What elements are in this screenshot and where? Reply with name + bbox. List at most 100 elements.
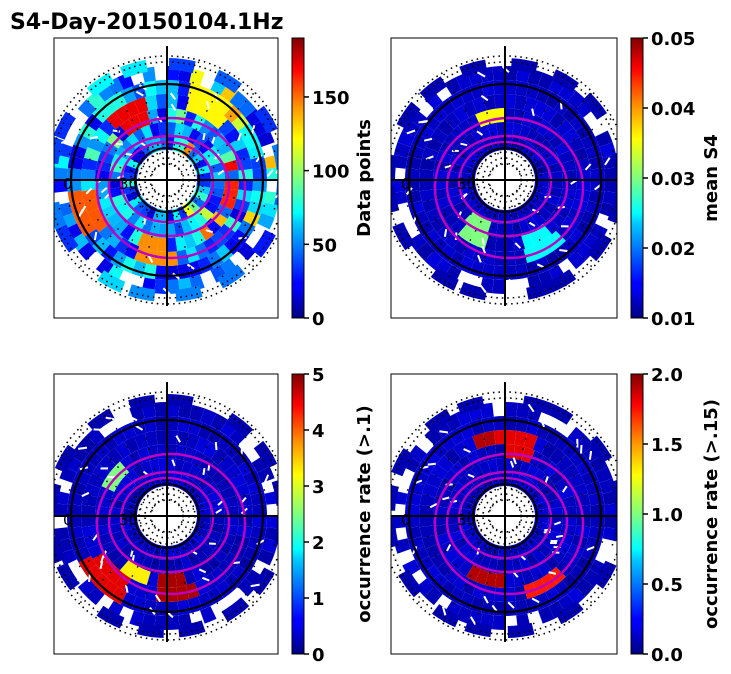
heat-cell [536, 119, 553, 137]
heat-cell [446, 516, 462, 526]
heat-cell-outer [612, 515, 617, 541]
dotted-spoke [412, 87, 495, 170]
heat-cell [595, 466, 613, 483]
heat-cell [108, 506, 124, 516]
heat-cell-outer [611, 152, 617, 179]
heat-cell-outer [54, 444, 78, 473]
heat-cell [548, 170, 564, 180]
heat-cell [180, 555, 194, 572]
heat-cell [430, 573, 448, 591]
heat-cell [541, 441, 558, 459]
heat-cell [424, 250, 443, 270]
heat-cell-outer [507, 622, 535, 638]
dotted-spoke [54, 523, 154, 582]
heat-cell [98, 119, 117, 137]
colorbar-tick-label: 0.02 [651, 239, 695, 260]
heat-cell [461, 516, 476, 524]
heat-cell-outer [391, 154, 398, 181]
heat-cell [466, 114, 481, 132]
heat-cell [424, 586, 443, 606]
data-gap [423, 137, 433, 142]
data-gap [148, 255, 154, 263]
dotted-spoke [520, 149, 617, 177]
heat-cell [462, 436, 478, 454]
data-gap [266, 169, 274, 178]
heat-cell [128, 114, 143, 132]
heat-cell [266, 167, 278, 180]
heat-cell-outer [86, 72, 115, 98]
data-gap [479, 284, 487, 294]
dotted-spoke [508, 195, 540, 306]
heat-cell [438, 244, 457, 263]
data-gap [586, 545, 595, 551]
heat-cell [120, 475, 136, 491]
heat-cell [98, 455, 117, 473]
heat-cell [189, 68, 205, 86]
data-gap [444, 164, 452, 169]
heat-cell [224, 573, 242, 591]
heat-cell [461, 508, 476, 516]
heat-cell [540, 481, 557, 496]
heat-cell [112, 125, 129, 142]
data-gap [205, 229, 213, 234]
heat-cell [144, 430, 158, 447]
heat-cell [54, 167, 68, 180]
heat-cell [497, 472, 505, 487]
heat-cell [536, 205, 552, 221]
heat-cell [144, 249, 158, 266]
heat-cell [176, 94, 190, 111]
heat-cell [83, 198, 101, 213]
heat-cell [210, 211, 228, 228]
heat-cell [149, 122, 161, 139]
ring-label: 0 [63, 175, 73, 193]
heat-cell [530, 469, 546, 485]
heat-cell-outer [419, 76, 447, 102]
heat-cell [224, 463, 242, 480]
heat-cell [422, 564, 441, 583]
heat-cell [219, 150, 237, 164]
heat-cell [238, 168, 254, 180]
heat-cell [553, 540, 571, 555]
heat-cell [257, 466, 275, 483]
data-gap [217, 169, 225, 176]
heat-cell [252, 516, 268, 529]
contour-line [107, 134, 231, 238]
heat-cell [530, 211, 546, 227]
heat-cell [457, 119, 474, 137]
data-gap [251, 125, 256, 134]
heat-cell [567, 586, 586, 606]
heat-cell [167, 559, 177, 575]
heat-cell [576, 504, 592, 516]
heat-cell [452, 237, 469, 255]
data-gap [476, 71, 486, 78]
heat-cell-outer [96, 605, 125, 629]
heat-cell [173, 458, 185, 475]
heat-cell [100, 244, 119, 263]
heat-cell [180, 219, 194, 236]
colorbar-tick-label: 0.05 [651, 29, 695, 50]
panel-4: 0 30 0.0 0.5 1.0 1.5 2.0 occurrence rate (>.15) [390, 365, 722, 666]
heat-cell [119, 455, 136, 473]
dotted-spoke [515, 190, 598, 273]
heat-cell [134, 582, 149, 600]
dotted-spoke [512, 67, 571, 167]
heat-cell [196, 516, 211, 524]
heat-cell [134, 96, 149, 114]
heat-cell [432, 180, 448, 191]
heat-cell [548, 111, 566, 130]
colorbar-label: occurrence rate (>.1) [354, 405, 375, 622]
heat-cell [466, 228, 481, 246]
heat-cell [393, 142, 411, 158]
heat-cell [514, 94, 528, 111]
contour-line [95, 116, 247, 260]
dotted-spoke [412, 423, 495, 506]
heat-cell [472, 582, 487, 600]
heat-cell [450, 125, 467, 142]
heat-cell-outer [97, 270, 126, 293]
heat-cell [505, 429, 517, 445]
heat-cell [205, 125, 222, 142]
heat-cell [529, 564, 544, 582]
heat-cell-outer [432, 604, 460, 628]
heat-cell [548, 447, 566, 466]
heat-cell [505, 559, 515, 575]
